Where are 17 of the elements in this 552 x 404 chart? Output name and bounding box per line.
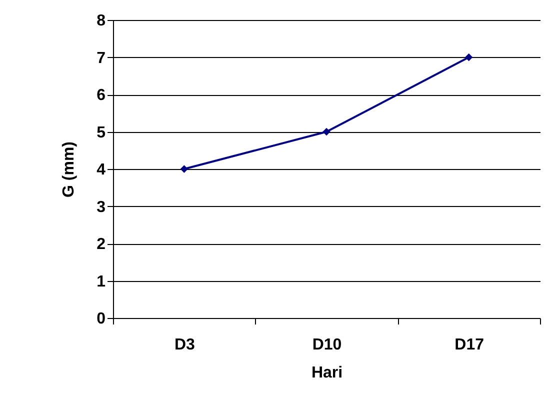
y-tick-label: 4 [96,162,106,178]
y-tick-label: 1 [96,273,106,290]
y-tick-label: 6 [96,87,106,104]
y-tick-label: 7 [96,50,106,67]
x-tick-label: D10 [312,336,342,354]
point [180,165,188,173]
y-tick-label: 5 [96,124,106,142]
y-axis-title: G (mm) [60,142,78,198]
point [464,53,473,62]
x-tick-label: D3 [174,336,195,354]
point [322,128,330,136]
y-tick-label: 3 [96,198,106,216]
y-tick-label: 0 [96,310,106,328]
x-axis-title: Hari [311,364,343,382]
y-tick-label: 2 [96,236,106,253]
x-tick-label: D17 [454,336,484,354]
y-tick-label: 8 [96,12,106,30]
